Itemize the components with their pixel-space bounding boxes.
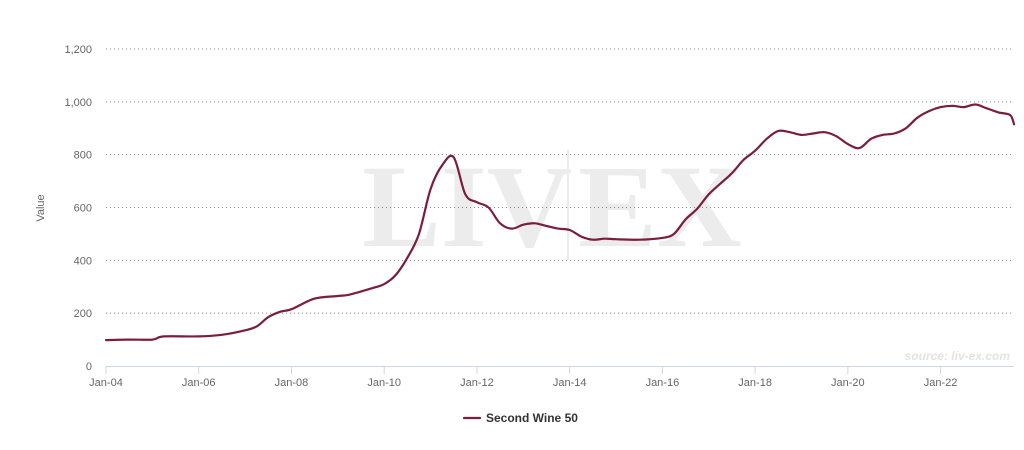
y-tick-label: 200 bbox=[74, 308, 92, 320]
x-tick-label: Jan-16 bbox=[646, 377, 680, 389]
x-tick-label: Jan-20 bbox=[831, 377, 865, 389]
watermark-liv: LIV bbox=[362, 141, 572, 272]
y-tick-label: 0 bbox=[86, 361, 92, 373]
x-axis: Jan-04 Jan-06 Jan-08 Jan-10 Jan-12 Jan-14 Jan-… bbox=[89, 366, 1014, 389]
x-tick-label: Jan-22 bbox=[924, 377, 958, 389]
series-line bbox=[104, 103, 1016, 342]
x-tick-label: Jan-18 bbox=[738, 377, 772, 389]
series-lines bbox=[104, 103, 1016, 342]
y-tick-label: 800 bbox=[74, 150, 92, 162]
legend[interactable]: Second Wine 50 bbox=[462, 411, 578, 425]
y-axis-ticks: 0 200 400 600 800 1,000 1,200 bbox=[64, 44, 92, 373]
legend-item-label[interactable]: Second Wine 50 bbox=[486, 411, 578, 425]
y-tick-label: 1,200 bbox=[64, 44, 92, 56]
x-tick-label: Jan-14 bbox=[553, 377, 587, 389]
x-tick-label: Jan-10 bbox=[367, 377, 401, 389]
x-tick-label: Jan-08 bbox=[275, 377, 309, 389]
y-gridlines bbox=[106, 48, 1014, 314]
x-tick-label: Jan-06 bbox=[182, 377, 216, 389]
y-tick-label: 600 bbox=[74, 203, 92, 215]
liv-ex-watermark: LIV EX bbox=[362, 141, 742, 272]
y-tick-label: 400 bbox=[74, 255, 92, 267]
watermark-ex: EX bbox=[578, 141, 742, 272]
x-tick-label: Jan-12 bbox=[460, 377, 494, 389]
watermark-divider bbox=[567, 150, 569, 260]
y-tick-label: 1,000 bbox=[64, 97, 92, 109]
y-axis-label: Value bbox=[35, 194, 47, 221]
source-label: source: liv-ex.com bbox=[905, 349, 1011, 363]
x-tick-label: Jan-04 bbox=[89, 377, 123, 389]
